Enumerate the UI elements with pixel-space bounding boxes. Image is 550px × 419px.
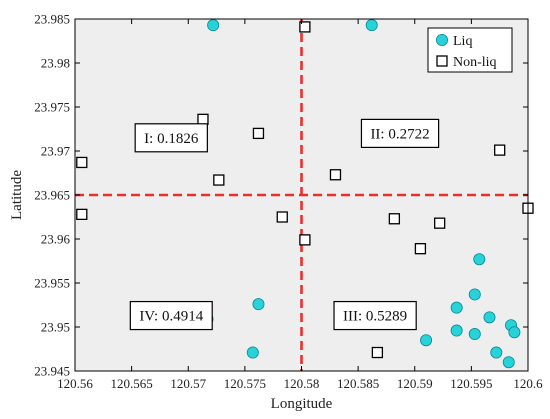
liq-point bbox=[502, 356, 515, 369]
x-tick-label: 120.595 bbox=[450, 376, 492, 391]
legend: Liq Non-liq bbox=[427, 27, 513, 73]
quadrant-label-text: II: 0.2722 bbox=[370, 126, 429, 142]
non-liq-point bbox=[276, 211, 288, 223]
x-tick-label: 120.575 bbox=[224, 376, 266, 391]
quadrant-label-text: I: 0.1826 bbox=[144, 131, 199, 147]
liq-point bbox=[252, 298, 265, 311]
liq-point bbox=[483, 311, 496, 324]
non-liq-point bbox=[329, 169, 342, 181]
non-liq-point bbox=[213, 174, 225, 186]
non-liq-point bbox=[76, 208, 88, 221]
legend-liq-label: Liq bbox=[453, 34, 472, 49]
quadrant-label-box bbox=[360, 118, 440, 149]
legend-nonliq-label: Non-liq bbox=[453, 55, 497, 70]
quadrant-label-text: III: 0.5289 bbox=[343, 309, 407, 325]
x-tick-label: 120.56 bbox=[57, 376, 93, 391]
x-tick-label: 120.59 bbox=[397, 376, 433, 391]
y-axis-title: Latitude bbox=[9, 170, 25, 220]
x-tick-label: 120.565 bbox=[111, 376, 153, 391]
quadrant-label: III: 0.5289 bbox=[333, 300, 417, 331]
x-axis-title: Longitude bbox=[271, 396, 333, 412]
y-tick-label: 23.975 bbox=[34, 100, 70, 115]
y-tick-label: 23.95 bbox=[41, 320, 70, 335]
quadrant-label-text: IV: 0.4914 bbox=[139, 309, 203, 325]
quadrant-labels: I: 0.1826 II: 0.2722 III: 0.5289 IV: 0.4914 bbox=[129, 118, 440, 331]
x-tick-label: 120.6 bbox=[513, 376, 543, 391]
non-liq-point bbox=[299, 234, 311, 246]
liq-point bbox=[420, 334, 433, 347]
y-tick-label: 23.945 bbox=[34, 364, 70, 379]
liq-point bbox=[473, 253, 486, 266]
liq-point bbox=[450, 301, 463, 314]
liq-point bbox=[207, 19, 220, 32]
axis-ticks: 120.56 120.565 120.57 120.575 120.58 120.585 1… bbox=[34, 12, 543, 392]
y-tick-label: 23.965 bbox=[34, 188, 70, 203]
quadrant-label-box bbox=[134, 123, 208, 153]
legend-liq-marker bbox=[435, 34, 448, 47]
x-tick-label: 120.57 bbox=[170, 376, 206, 391]
non-liq-point bbox=[388, 213, 401, 225]
liq-point bbox=[508, 326, 521, 339]
y-tick-label: 23.97 bbox=[41, 144, 71, 159]
legend-nonliq-marker bbox=[436, 55, 448, 67]
non-liq-point bbox=[414, 243, 427, 255]
liq-point bbox=[365, 19, 378, 32]
quadrant-label: II: 0.2722 bbox=[360, 118, 440, 149]
quadrant-label-box bbox=[129, 300, 213, 331]
non-liq-point bbox=[197, 113, 209, 125]
y-tick-label: 23.985 bbox=[34, 12, 70, 27]
y-tick-label: 23.98 bbox=[41, 56, 70, 71]
quadrant-dividers bbox=[75, 19, 528, 371]
non-liq-point bbox=[494, 144, 506, 156]
liq-point bbox=[246, 346, 259, 359]
non-liq-point bbox=[299, 21, 311, 33]
non-liq-point bbox=[76, 156, 88, 169]
liq-point bbox=[468, 328, 481, 341]
quadrant-label-box bbox=[333, 300, 417, 331]
quadrant-label: IV: 0.4914 bbox=[129, 300, 213, 331]
y-tick-label: 23.96 bbox=[41, 232, 71, 247]
liq-point bbox=[468, 288, 481, 301]
liq-point bbox=[490, 346, 503, 359]
y-tick-label: 23.955 bbox=[34, 276, 70, 291]
quadrant-label: I: 0.1826 bbox=[134, 123, 208, 153]
non-liq-point bbox=[434, 217, 446, 229]
non-liq-point bbox=[371, 346, 384, 359]
x-tick-label: 120.58 bbox=[284, 376, 320, 391]
x-tick-label: 120.585 bbox=[337, 376, 379, 391]
liq-point bbox=[450, 324, 463, 337]
non-liq-point bbox=[252, 127, 265, 140]
